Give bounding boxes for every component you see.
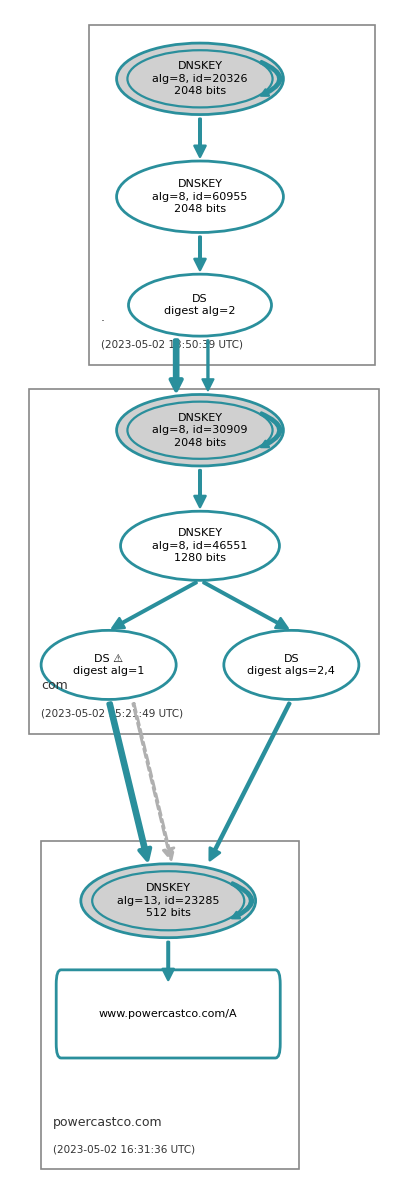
FancyArrowPatch shape — [194, 236, 206, 270]
Bar — [89, 25, 375, 364]
Text: DNSKEY
alg=8, id=46551
1280 bits: DNSKEY alg=8, id=46551 1280 bits — [152, 529, 248, 564]
FancyArrowPatch shape — [260, 61, 281, 96]
Text: (2023-05-02 15:21:49 UTC): (2023-05-02 15:21:49 UTC) — [41, 708, 183, 719]
FancyArrowPatch shape — [163, 942, 174, 980]
Bar — [41, 842, 299, 1169]
Text: DNSKEY
alg=8, id=20326
2048 bits: DNSKEY alg=8, id=20326 2048 bits — [152, 61, 248, 97]
Text: DNSKEY
alg=13, id=23285
512 bits: DNSKEY alg=13, id=23285 512 bits — [117, 884, 220, 918]
FancyArrowPatch shape — [203, 581, 288, 628]
Ellipse shape — [128, 401, 272, 458]
Text: (2023-05-02 16:31:36 UTC): (2023-05-02 16:31:36 UTC) — [53, 1144, 195, 1155]
FancyArrowPatch shape — [112, 581, 197, 628]
FancyArrowPatch shape — [232, 882, 253, 918]
Ellipse shape — [224, 630, 359, 700]
FancyArrowPatch shape — [202, 340, 214, 390]
FancyArrowPatch shape — [133, 703, 174, 860]
FancyArrowPatch shape — [194, 470, 206, 507]
Ellipse shape — [128, 50, 272, 107]
Ellipse shape — [41, 630, 176, 700]
Ellipse shape — [116, 161, 284, 233]
Text: powercastco.com: powercastco.com — [53, 1116, 163, 1130]
Ellipse shape — [116, 394, 284, 466]
Ellipse shape — [92, 872, 244, 930]
FancyBboxPatch shape — [56, 970, 280, 1058]
Ellipse shape — [116, 43, 284, 115]
FancyArrowPatch shape — [210, 703, 290, 860]
Text: DS
digest alg=2: DS digest alg=2 — [164, 294, 236, 316]
Text: .: . — [101, 310, 105, 324]
FancyArrowPatch shape — [194, 118, 206, 156]
Text: DNSKEY
alg=8, id=30909
2048 bits: DNSKEY alg=8, id=30909 2048 bits — [152, 413, 248, 448]
Text: (2023-05-02 13:50:39 UTC): (2023-05-02 13:50:39 UTC) — [101, 339, 243, 350]
Bar — [29, 388, 379, 734]
Text: DS
digest algs=2,4: DS digest algs=2,4 — [248, 653, 335, 676]
Ellipse shape — [81, 863, 256, 937]
Text: www.powercastco.com/A: www.powercastco.com/A — [99, 1009, 238, 1018]
Text: DNSKEY
alg=8, id=60955
2048 bits: DNSKEY alg=8, id=60955 2048 bits — [152, 179, 248, 214]
FancyArrowPatch shape — [108, 703, 150, 860]
FancyArrowPatch shape — [171, 340, 182, 390]
Ellipse shape — [120, 511, 280, 580]
Ellipse shape — [128, 275, 272, 337]
FancyArrowPatch shape — [260, 412, 281, 447]
Text: DS ⚠
digest alg=1: DS ⚠ digest alg=1 — [73, 653, 144, 676]
Text: com: com — [41, 679, 68, 693]
